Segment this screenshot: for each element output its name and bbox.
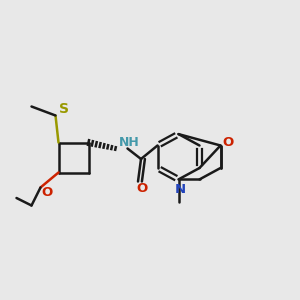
Text: O: O [136, 182, 148, 196]
Text: N: N [174, 183, 186, 196]
Text: NH: NH [118, 136, 139, 149]
Text: O: O [41, 185, 52, 199]
Text: O: O [222, 136, 234, 149]
Text: S: S [59, 103, 70, 116]
